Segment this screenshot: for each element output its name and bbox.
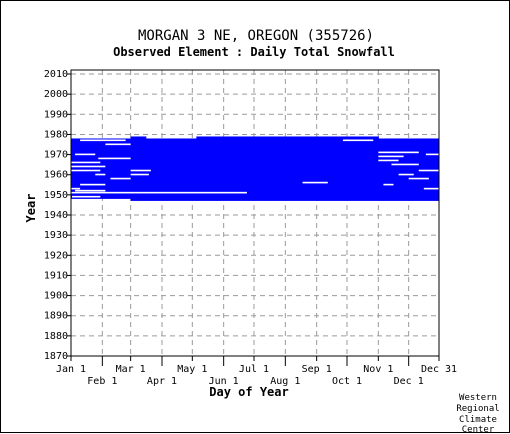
- x-tick-label-mar-1: Mar 1: [116, 364, 146, 375]
- chart-title: MORGAN 3 NE, OREGON (355726): [138, 28, 374, 44]
- coverage-block-1: [130, 136, 147, 201]
- missing-data-gap-26: [425, 153, 439, 156]
- missing-data-gap-18: [378, 151, 419, 154]
- x-tick-label-dec-1: Dec 1: [394, 376, 424, 387]
- x-tick-label-may-1: May 1: [177, 364, 207, 375]
- coverage-block-3: [166, 138, 197, 201]
- coverage-block-6: [317, 136, 379, 201]
- chart-subtitle: Observed Element : Daily Total Snowfall: [113, 45, 395, 59]
- data-coverage: [71, 136, 440, 201]
- coverage-block-4: [196, 136, 268, 201]
- y-tick-label-2010: 2010: [44, 69, 68, 80]
- missing-data-gap-6: [71, 169, 101, 172]
- coverage-block-0: [71, 138, 132, 199]
- x-tick-label-feb-1: Feb 1: [87, 376, 117, 387]
- x-tick-label-jul-1: Jul 1: [239, 364, 269, 375]
- missing-data-gap-2: [75, 153, 96, 156]
- y-axis-ticks: 1870 1880 1890 1900 1910 1920 1930 1940 1950 1960…: [44, 69, 71, 362]
- x-axis-label: Day of Year: [209, 385, 288, 399]
- missing-data-gap-17: [342, 139, 374, 142]
- coverage-block-2: [145, 138, 167, 201]
- x-tick-label-dec-31: Dec 31: [421, 364, 457, 375]
- grid-lines: [71, 70, 439, 357]
- missing-data-gap-19: [378, 155, 404, 158]
- missing-data-gap-16: [302, 181, 328, 184]
- coverage-block-7: [378, 138, 440, 201]
- coverage-block-5: [267, 136, 319, 201]
- x-tick-label-apr-1: Apr 1: [147, 376, 177, 387]
- y-tick-label-1870: 1870: [44, 351, 68, 362]
- missing-data-gap-0: [80, 139, 126, 142]
- y-tick-label-1880: 1880: [44, 331, 68, 342]
- y-tick-label-1900: 1900: [44, 291, 68, 302]
- missing-data-gap-23: [408, 177, 429, 180]
- credit-line-3: Climate: [459, 415, 497, 425]
- y-tick-label-1970: 1970: [44, 150, 68, 161]
- missing-data-gap-1: [105, 143, 131, 146]
- missing-data-gap-3: [98, 157, 131, 160]
- credit-line-1: Western: [459, 393, 497, 403]
- missing-data-gap-5: [71, 165, 106, 168]
- y-tick-label-1890: 1890: [44, 311, 68, 322]
- y-tick-label-1980: 1980: [44, 129, 68, 140]
- missing-data-gap-14: [130, 169, 151, 172]
- y-tick-label-1940: 1940: [44, 210, 68, 221]
- x-tick-label-oct-1: Oct 1: [332, 376, 362, 387]
- missing-data-gap-7: [95, 173, 106, 176]
- x-tick-label-jun-1: Jun 1: [209, 376, 239, 387]
- missing-data-gap-12: [71, 191, 247, 194]
- x-tick-label-jan-1: Jan 1: [56, 364, 86, 375]
- missing-data-gap-10: [71, 187, 81, 190]
- missing-data-gap-15: [130, 173, 149, 176]
- y-tick-label-1950: 1950: [44, 190, 68, 201]
- credit-block: Western Regional Climate Center: [456, 393, 499, 434]
- y-tick-label-1910: 1910: [44, 270, 68, 281]
- x-tick-label-nov-1: Nov 1: [363, 364, 393, 375]
- y-tick-label-1960: 1960: [44, 170, 68, 181]
- y-tick-label-1930: 1930: [44, 230, 68, 241]
- missing-data-gap-20: [378, 159, 399, 162]
- missing-data-gap-27: [398, 173, 414, 176]
- missing-data-gap-9: [80, 183, 106, 186]
- x-axis-ticks: Jan 1 Mar 1 May 1 Jul 1 Sep 1 Nov 1 Dec 31 Feb …: [56, 356, 457, 387]
- credit-line-2: Regional: [456, 404, 499, 414]
- credit-line-4: Center: [462, 425, 495, 434]
- plot-area-border: [70, 69, 440, 357]
- missing-data-gap-24: [383, 183, 394, 186]
- missing-data-gap-21: [391, 163, 419, 166]
- missing-data-gap-8: [110, 177, 131, 180]
- missing-data-gap-22: [418, 169, 439, 172]
- missing-data-gap-13: [72, 195, 101, 198]
- missing-data-gap-4: [71, 161, 101, 164]
- missing-data-gap-11: [75, 189, 106, 192]
- x-tick-label-sep-1: Sep 1: [302, 364, 332, 375]
- missing-data-gap-25: [423, 187, 439, 190]
- x-tick-label-aug-1: Aug 1: [270, 376, 300, 387]
- y-tick-label-1920: 1920: [44, 250, 68, 261]
- y-tick-label-1990: 1990: [44, 109, 68, 120]
- y-tick-label-2000: 2000: [44, 89, 68, 100]
- y-axis-label: Year: [24, 194, 38, 223]
